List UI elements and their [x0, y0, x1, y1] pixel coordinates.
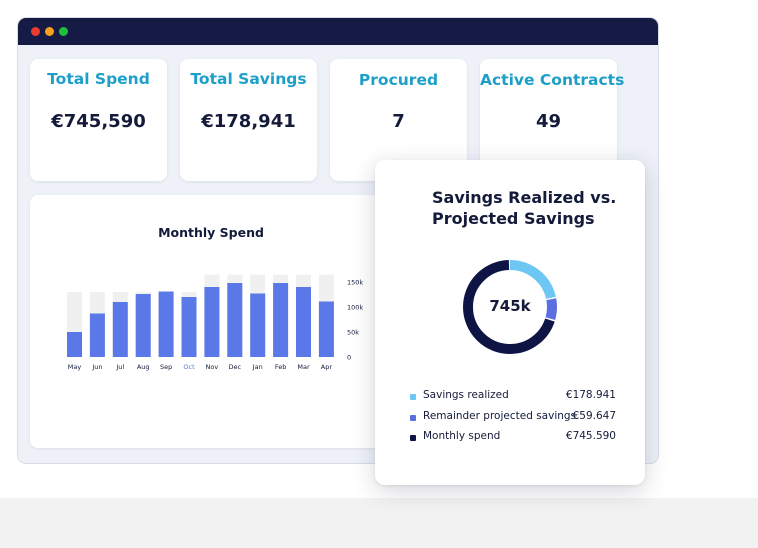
bar-nov: [204, 287, 220, 357]
window-titlebar: [18, 18, 658, 45]
bar-oct: [181, 297, 197, 357]
kpi-value: €745,590: [51, 111, 146, 132]
bar-aug: [135, 294, 151, 357]
legend-item-savings-realized: Savings realized €178.941: [410, 389, 620, 405]
page-background-band: [0, 498, 758, 548]
legend-swatch: [410, 435, 416, 441]
bar-jul: [112, 302, 128, 357]
kpi-label: Total Savings: [190, 70, 307, 88]
y-tick-label: 100k: [347, 304, 363, 312]
x-tick-label: May: [68, 363, 82, 371]
savings-title-line-2: Projected Savings: [432, 209, 595, 228]
bar-feb: [273, 283, 289, 357]
bar-mar: [296, 287, 311, 357]
savings-title: Savings Realized vs. Projected Savings: [432, 187, 632, 229]
kpi-value: 49: [535, 111, 562, 132]
legend-value: €745.590: [565, 430, 616, 442]
monthly-spend-chart: May Jun Jul Aug Sep Oct Nov Dec Jan Feb Mar Apr 0 50k…: [67, 274, 363, 371]
x-tick-label: Jan: [252, 363, 263, 371]
kpi-label: Total Spend: [47, 70, 150, 88]
x-tick-label: Jun: [91, 363, 102, 371]
kpi-value: 7: [392, 111, 405, 132]
kpi-card-total-spend: Total Spend €745,590: [30, 59, 167, 181]
donut-slice-3: [463, 260, 557, 354]
maximize-window-button[interactable]: [59, 27, 68, 36]
legend-swatch: [410, 394, 416, 400]
x-tick-label: Nov: [206, 363, 219, 371]
legend-label: Savings realized: [423, 389, 509, 401]
y-tick-label: 50k: [347, 329, 359, 337]
monthly-spend-card: Monthly Spend May Jun Jul Aug Sep Oct Nov Dec Ja…: [30, 195, 410, 448]
legend-item-monthly-spend: Monthly spend €745.590: [410, 430, 620, 446]
x-tick-label: Jul: [115, 363, 124, 371]
kpi-card-total-savings: Total Savings €178,941: [180, 59, 317, 181]
legend-swatch: [410, 415, 416, 421]
legend-item-remainder-projected-savings: Remainder projected savings €59.647: [410, 410, 620, 426]
donut-center-label: 745k: [489, 297, 531, 315]
donut-slice-1: [463, 260, 557, 354]
y-tick-label: 0: [347, 354, 351, 362]
x-tick-label: Dec: [229, 363, 242, 371]
legend-label: Monthly spend: [423, 430, 501, 442]
x-tick-label: Oct: [183, 363, 195, 371]
monthly-spend-title: Monthly Spend: [158, 225, 264, 240]
bar-jan: [250, 293, 266, 357]
bar-jun: [89, 313, 105, 357]
bar-sep: [158, 291, 174, 357]
kpi-label: Procured: [358, 71, 439, 89]
legend-value: €178.941: [565, 389, 616, 401]
y-tick-label: 150k: [347, 279, 363, 287]
kpi-value: €178,941: [201, 111, 296, 132]
close-window-button[interactable]: [31, 27, 40, 36]
bar-apr: [318, 301, 334, 357]
x-tick-label: Apr: [321, 363, 333, 371]
x-tick-label: Mar: [297, 363, 310, 371]
minimize-window-button[interactable]: [45, 27, 54, 36]
bar-dec: [227, 283, 243, 357]
x-tick-label: Aug: [137, 363, 150, 371]
savings-title-line-1: Savings Realized vs.: [432, 188, 617, 207]
x-tick-label: Feb: [275, 363, 287, 371]
x-tick-label: Sep: [160, 363, 172, 371]
donut-slice-2: [463, 260, 557, 354]
savings-card: Savings Realized vs. Projected Savings 7…: [375, 160, 645, 485]
legend-label: Remainder projected savings: [423, 410, 577, 422]
bar-may: [67, 332, 82, 357]
legend-value: €59.647: [572, 410, 616, 422]
savings-donut-chart: [463, 260, 557, 354]
kpi-label: Active Contracts: [480, 71, 625, 89]
